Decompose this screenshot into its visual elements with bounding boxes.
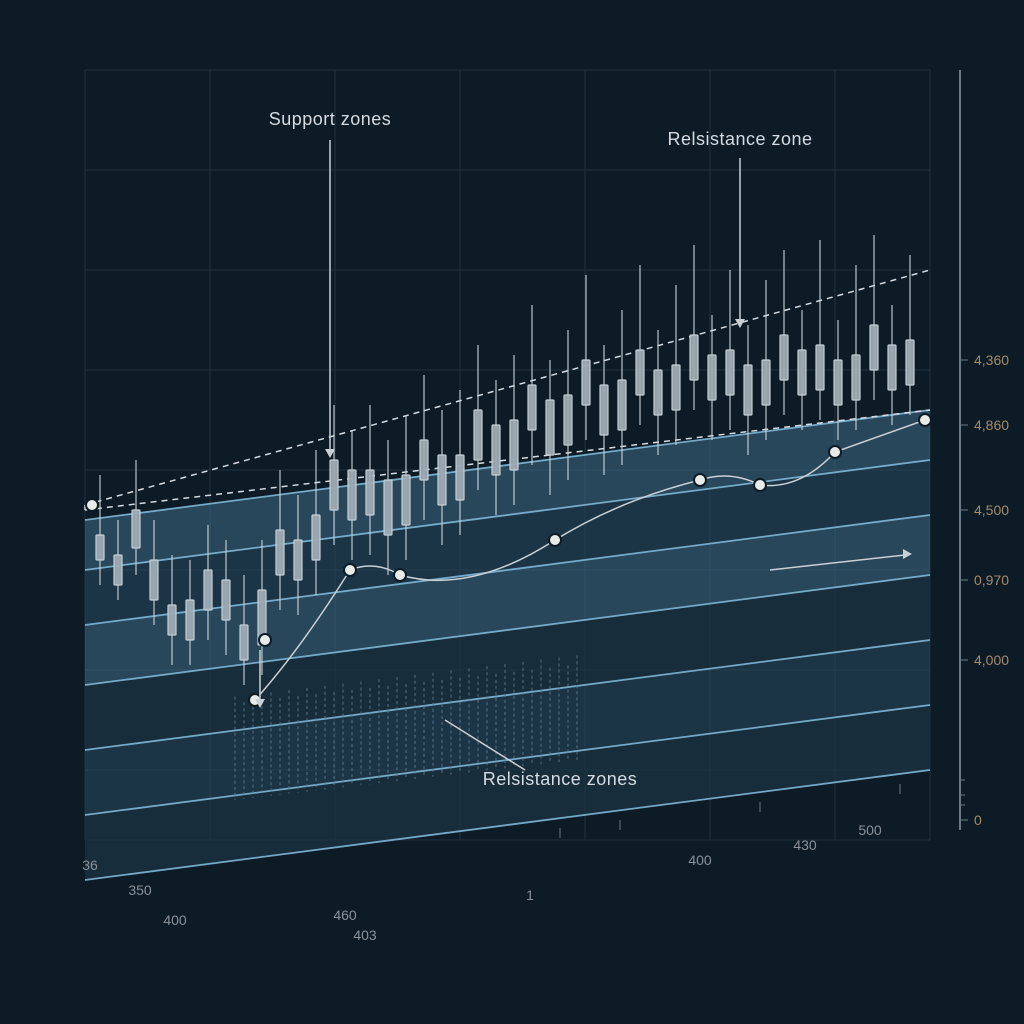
x-tick-label: 1 (526, 887, 534, 903)
chart-svg: Support zones Relsistance zone Relsistance… (0, 0, 1024, 1024)
x-tick-label: 400 (163, 912, 187, 928)
x-tick-label: 36 (82, 857, 98, 873)
x-tick-label: 500 (858, 822, 882, 838)
annotation-label: Relsistance zones (483, 769, 638, 789)
x-tick-label: 350 (128, 882, 152, 898)
x-tick-label: 460 (333, 907, 357, 923)
zone-bands (85, 410, 930, 880)
price-chart: Support zones Relsistance zone Relsistance… (0, 0, 1024, 1024)
annotation-label: Relsistance zone (667, 129, 812, 149)
y-tick-label: 4,860 (974, 417, 1009, 433)
y-tick-label: 4,360 (974, 352, 1009, 368)
y-tick-label: 4,500 (974, 502, 1009, 518)
x-tick-label: 403 (353, 927, 377, 943)
annotation-label: Support zones (269, 109, 392, 129)
y-tick-label: 0 (974, 812, 982, 828)
y-tick-label: 4,000 (974, 652, 1009, 668)
x-tick-label: 430 (793, 837, 817, 853)
x-tick-label: 400 (688, 852, 712, 868)
y-axis: 4,360 4,860 4,500 0,970 4,000 0 (960, 70, 1009, 830)
annotation-support-zones: Support zones (269, 109, 392, 458)
annotation-resistance-zone: Relsistance zone (667, 129, 812, 328)
y-tick-label: 0,970 (974, 572, 1009, 588)
